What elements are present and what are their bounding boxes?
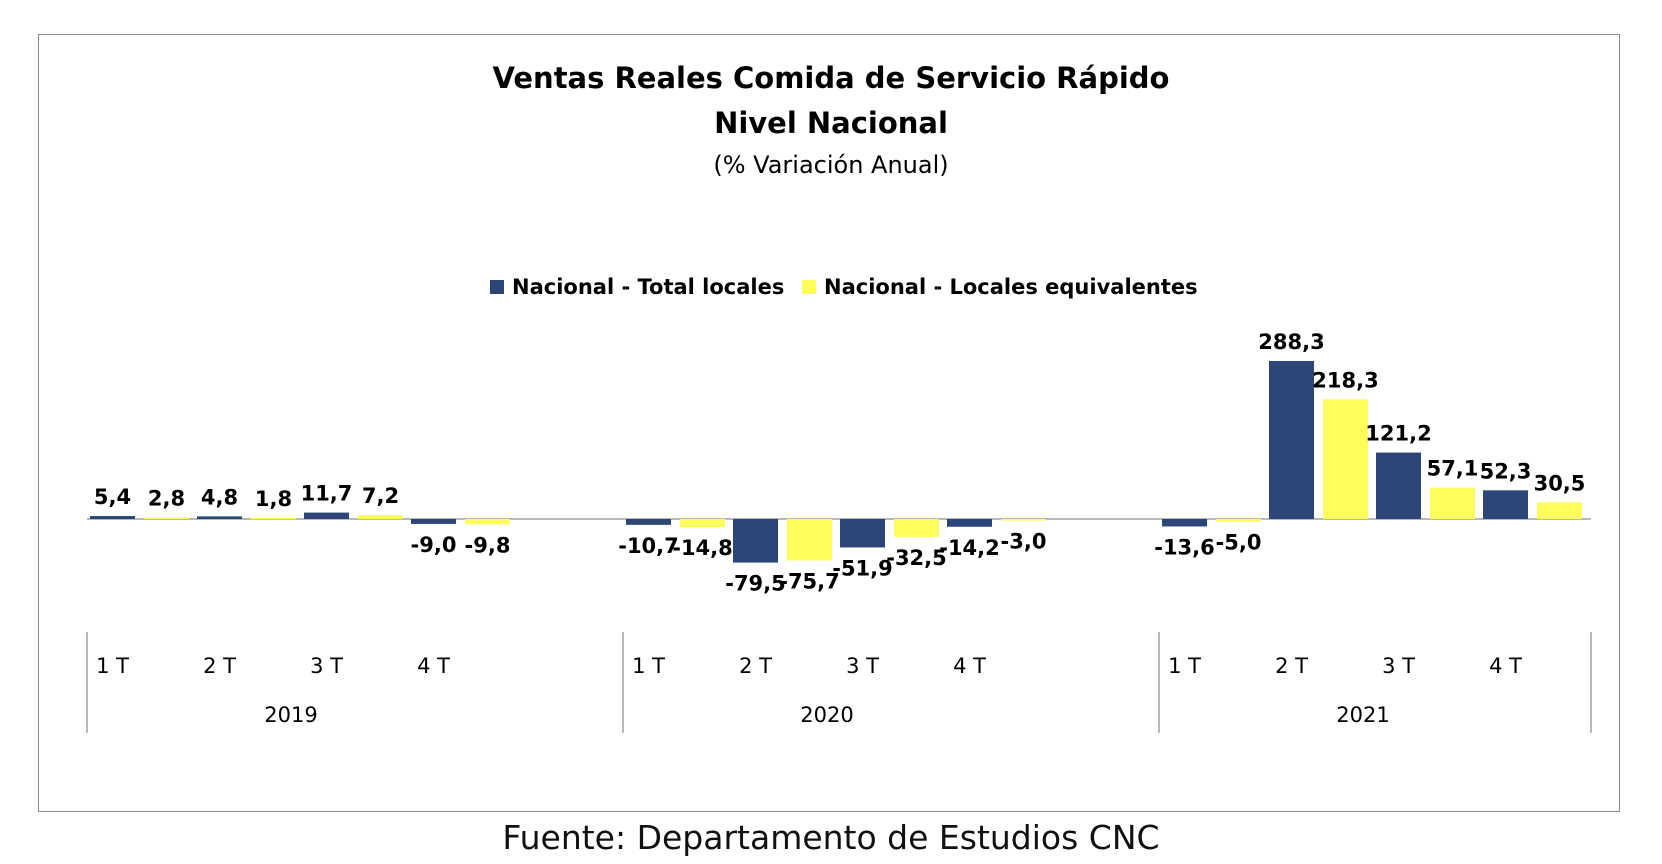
data-label-total-2019-q4: -9,0 xyxy=(411,533,457,557)
data-label-total-2020-q3: -51,9 xyxy=(832,556,893,580)
chart-title: Ventas Reales Comida de Servicio Rápido xyxy=(493,61,1170,95)
bar-total-2020-q1 xyxy=(626,519,671,525)
chart-unit-note: (% Variación Anual) xyxy=(713,151,948,179)
bar-equiv-2020-q4 xyxy=(1001,519,1046,521)
bar-equiv-2020-q2 xyxy=(787,519,832,561)
bar-equiv-2019-q1 xyxy=(144,517,189,519)
source-note: Fuente: Departamento de Estudios CNC xyxy=(502,818,1160,857)
bar-equiv-2020-q1 xyxy=(680,519,725,528)
bar-equiv-2019-q2 xyxy=(251,518,296,520)
x-tick-2021-q4: 4 T xyxy=(1489,654,1522,678)
x-tick-2019-q1: 1 T xyxy=(96,654,129,678)
bar-total-2020-q4 xyxy=(947,519,992,527)
legend-swatch-1 xyxy=(490,280,504,294)
data-label-equiv-2021-q1: -5,0 xyxy=(1216,531,1262,555)
x-group-2019: 2019 xyxy=(264,703,317,727)
data-label-equiv-2021-q3: 57,1 xyxy=(1427,457,1479,481)
data-label-equiv-2020-q1: -14,8 xyxy=(672,536,733,560)
bar-total-2019-q2 xyxy=(197,516,242,519)
data-label-equiv-2020-q3: -32,5 xyxy=(886,546,947,570)
chart-frame xyxy=(38,34,1620,812)
bar-total-2021-q3 xyxy=(1376,452,1421,519)
bar-equiv-2019-q4 xyxy=(465,519,510,525)
x-tick-2021-q1: 1 T xyxy=(1168,654,1201,678)
x-tick-2019-q4: 4 T xyxy=(417,654,450,678)
x-group-2020: 2020 xyxy=(800,703,853,727)
data-label-equiv-2019-q1: 2,8 xyxy=(148,486,185,510)
data-label-equiv-2020-q2: -75,7 xyxy=(779,569,840,593)
x-tick-2020-q3: 3 T xyxy=(846,654,879,678)
x-tick-2021-q3: 3 T xyxy=(1382,654,1415,678)
data-label-equiv-2021-q4: 30,5 xyxy=(1534,471,1586,495)
data-label-equiv-2020-q4: -3,0 xyxy=(1001,530,1047,554)
data-label-total-2019-q2: 4,8 xyxy=(201,485,238,509)
x-tick-2020-q4: 4 T xyxy=(953,654,986,678)
x-group-2021: 2021 xyxy=(1336,703,1389,727)
bar-equiv-2021-q3 xyxy=(1430,487,1475,519)
legend-label-2: Nacional - Locales equivalentes xyxy=(824,275,1198,299)
bar-total-2019-q4 xyxy=(411,519,456,524)
x-tick-2019-q3: 3 T xyxy=(310,654,343,678)
bar-equiv-2019-q3 xyxy=(358,515,403,519)
legend-label-1: Nacional - Total locales xyxy=(512,275,784,299)
x-tick-2019-q2: 2 T xyxy=(203,654,236,678)
x-tick-2021-q2: 2 T xyxy=(1275,654,1308,678)
data-label-total-2021-q2: 288,3 xyxy=(1258,330,1324,354)
bar-total-2021-q4 xyxy=(1483,490,1528,519)
data-label-total-2021-q1: -13,6 xyxy=(1154,535,1215,559)
data-label-total-2019-q3: 11,7 xyxy=(301,482,353,506)
bar-total-2021-q1 xyxy=(1162,519,1207,527)
bar-equiv-2021-q1 xyxy=(1216,519,1261,522)
data-label-total-2021-q3: 121,2 xyxy=(1365,422,1431,446)
x-tick-2020-q2: 2 T xyxy=(739,654,772,678)
x-tick-2020-q1: 1 T xyxy=(632,654,665,678)
data-label-equiv-2021-q2: 218,3 xyxy=(1312,368,1378,392)
bar-total-2019-q3 xyxy=(304,512,349,519)
bar-total-2021-q2 xyxy=(1269,361,1314,519)
bar-equiv-2021-q4 xyxy=(1537,502,1582,519)
chart-subtitle: Nivel Nacional xyxy=(714,106,948,140)
data-label-total-2020-q4: -14,2 xyxy=(939,536,1000,560)
legend-swatch-2 xyxy=(802,280,816,294)
bar-total-2019-q1 xyxy=(90,516,135,519)
bar-equiv-2021-q2 xyxy=(1323,399,1368,519)
data-label-equiv-2019-q2: 1,8 xyxy=(255,487,292,511)
bar-total-2020-q3 xyxy=(840,519,885,548)
data-label-total-2021-q4: 52,3 xyxy=(1480,459,1532,483)
data-label-total-2020-q2: -79,5 xyxy=(725,572,786,596)
data-label-equiv-2019-q3: 7,2 xyxy=(362,484,399,508)
data-label-total-2019-q1: 5,4 xyxy=(94,485,131,509)
data-label-equiv-2019-q4: -9,8 xyxy=(465,533,511,557)
data-label-total-2020-q1: -10,7 xyxy=(618,534,679,558)
bar-equiv-2020-q3 xyxy=(894,519,939,537)
bar-total-2020-q2 xyxy=(733,519,778,563)
